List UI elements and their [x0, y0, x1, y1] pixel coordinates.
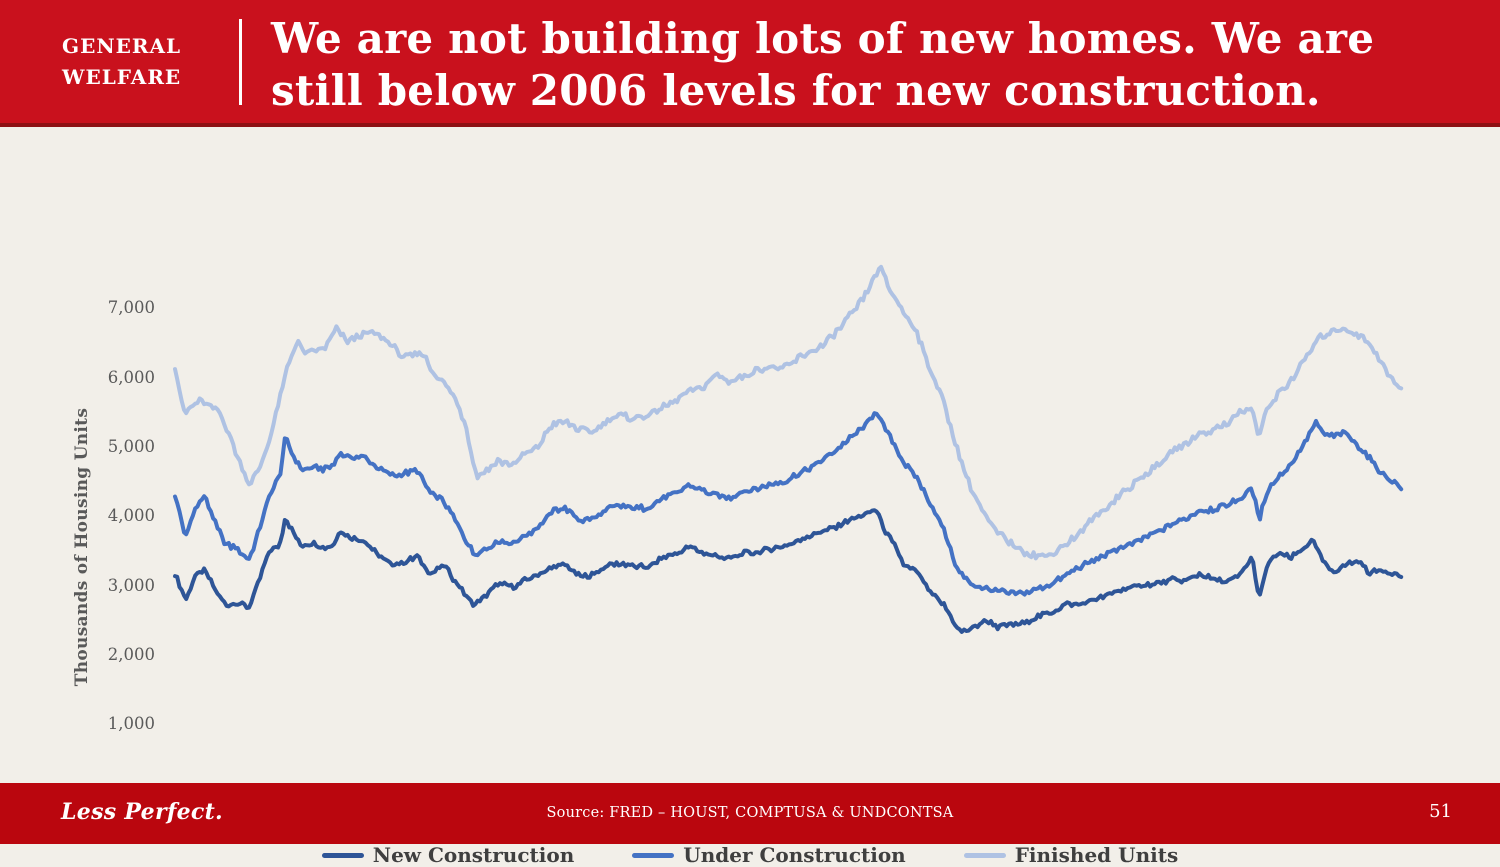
finished-units-line-swatch — [963, 852, 1006, 858]
header-banner: GENERAL WELFARE We are not building lots… — [0, 0, 1500, 127]
y-tick-5000: 5,000 — [107, 437, 155, 456]
y-tick-3000: 3,000 — [107, 576, 155, 595]
header-divider — [239, 19, 242, 105]
brand-logo-text: Less Perfect. — [61, 799, 224, 825]
legend-item-new-construction: New Construction — [321, 843, 575, 867]
new-construction-line-swatch — [321, 852, 364, 858]
eyebrow-line-1: GENERAL — [62, 34, 182, 58]
y-tick-6000: 6,000 — [107, 368, 155, 387]
chart-legend: New Construction Under Construction Fini… — [0, 843, 1500, 867]
section-eyebrow: GENERAL WELFARE — [62, 31, 181, 93]
page-number: 51 — [1429, 801, 1452, 822]
page-title: We are not building lots of new homes. W… — [271, 13, 1460, 117]
legend-label: Under Construction — [683, 843, 906, 867]
eyebrow-line-2: WELFARE — [62, 65, 182, 89]
y-tick-4000: 4,000 — [107, 506, 155, 525]
legend-label: New Construction — [372, 843, 575, 867]
title-line-1: We are not building lots of new homes. W… — [271, 14, 1375, 63]
title-line-2: still below 2006 levels for new construc… — [271, 66, 1321, 115]
source-citation: Source: FRED – HOUST, COMPTUSA & UNDCONT… — [546, 805, 954, 821]
y-tick-2000: 2,000 — [107, 645, 155, 664]
under-construction-line-swatch — [632, 852, 675, 858]
legend-label: Finished Units — [1014, 843, 1179, 867]
legend-item-finished-units: Finished Units — [963, 843, 1179, 867]
y-axis-title: Thousands of Housing Units — [72, 407, 92, 687]
legend-item-under-construction: Under Construction — [632, 843, 906, 867]
y-tick-7000: 7,000 — [107, 298, 155, 317]
y-tick-1000: 1,000 — [107, 714, 155, 733]
footer-banner: Less Perfect. Source: FRED – HOUST, COMP… — [0, 783, 1500, 844]
chart-area: Thousands of Housing Units 7,000 6,000 5… — [0, 127, 1500, 867]
